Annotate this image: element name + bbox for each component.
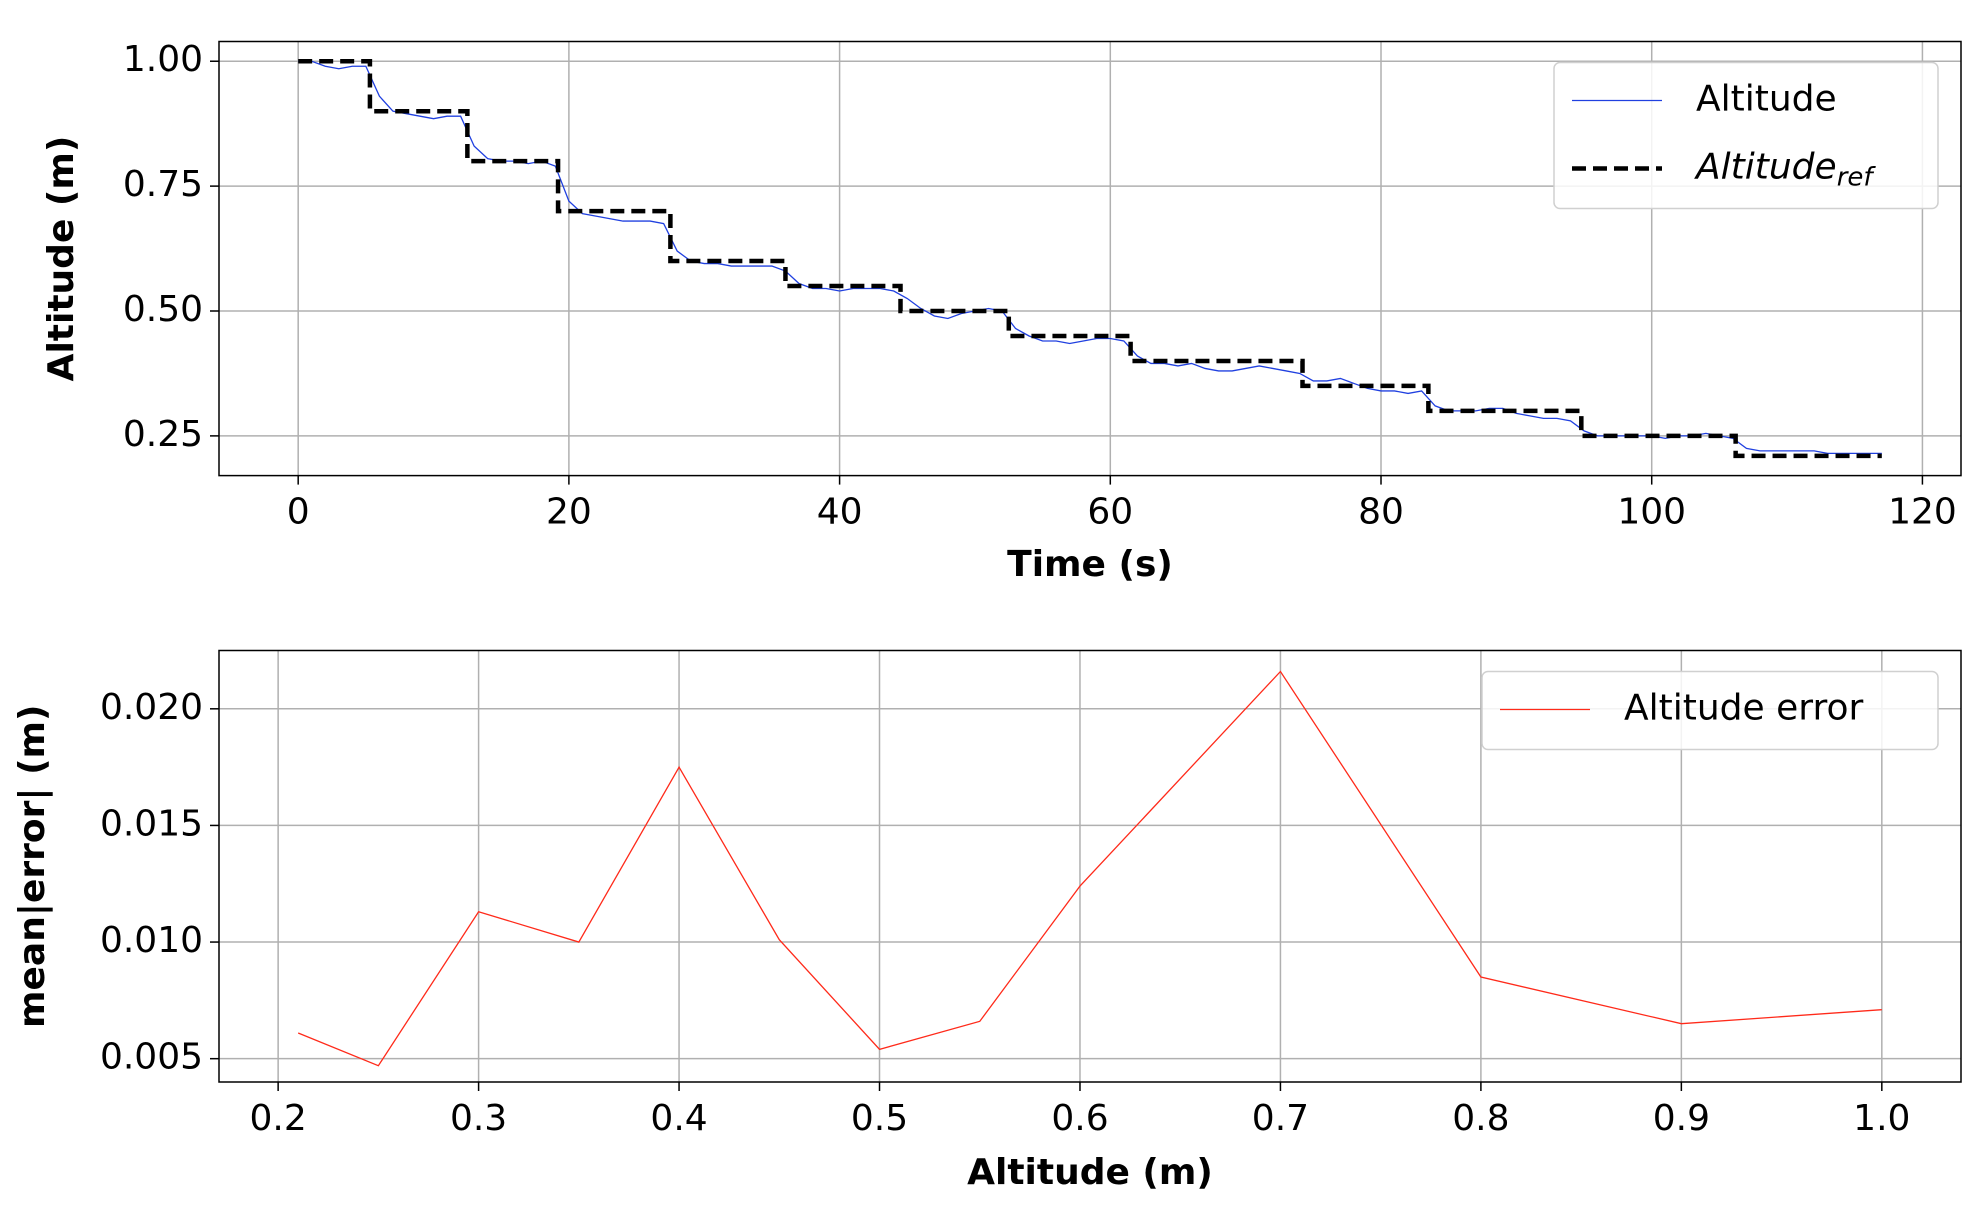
plot-frame <box>218 40 1962 477</box>
x-tick-label: 20 <box>546 492 592 533</box>
x-tick-label: 0.9 <box>1653 1098 1710 1139</box>
y-tick-label: 1.00 <box>123 39 203 80</box>
y-tick-label: 0.50 <box>123 289 203 330</box>
x-axis-label: Time (s) <box>1007 544 1173 585</box>
legend-box <box>1553 61 1939 210</box>
x-tick-label: 0.5 <box>851 1098 908 1139</box>
x-tick-label: 80 <box>1358 492 1404 533</box>
series-line <box>298 60 1882 455</box>
x-tick-label: 0.7 <box>1252 1098 1309 1139</box>
series-line <box>298 58 1882 459</box>
x-tick-label: 40 <box>817 492 863 533</box>
x-tick-label: 0.4 <box>650 1098 707 1139</box>
x-tick-label: 0.8 <box>1452 1098 1509 1139</box>
x-tick-label: 0.2 <box>250 1098 307 1139</box>
y-tick-label: 0.25 <box>123 414 203 455</box>
y-tick-label: 0.010 <box>100 920 203 961</box>
y-tick-label: 0.75 <box>123 164 203 205</box>
legend-label: Altitude error <box>1624 688 1863 729</box>
legend-label: Altitude <box>1696 79 1837 120</box>
y-axis-label: mean|error| (m) <box>12 704 53 1028</box>
y-axis-label: Altitude (m) <box>41 136 82 382</box>
x-tick-label: 1.0 <box>1853 1098 1910 1139</box>
series-line <box>297 670 1882 1067</box>
x-axis-label: Altitude (m) <box>967 1152 1213 1193</box>
legend-box <box>1481 670 1939 751</box>
x-tick-label: 120 <box>1888 492 1957 533</box>
x-tick-label: 0.6 <box>1051 1098 1108 1139</box>
y-tick-label: 0.015 <box>100 803 203 844</box>
x-tick-label: 100 <box>1617 492 1686 533</box>
x-tick-label: 0.3 <box>450 1098 507 1139</box>
y-tick-label: 0.020 <box>100 687 203 728</box>
x-tick-label: 0 <box>287 492 310 533</box>
plot-frame <box>218 649 1962 1083</box>
x-tick-label: 60 <box>1087 492 1133 533</box>
legend-label: Altituderef <box>1694 147 1876 193</box>
y-tick-label: 0.005 <box>100 1037 203 1078</box>
